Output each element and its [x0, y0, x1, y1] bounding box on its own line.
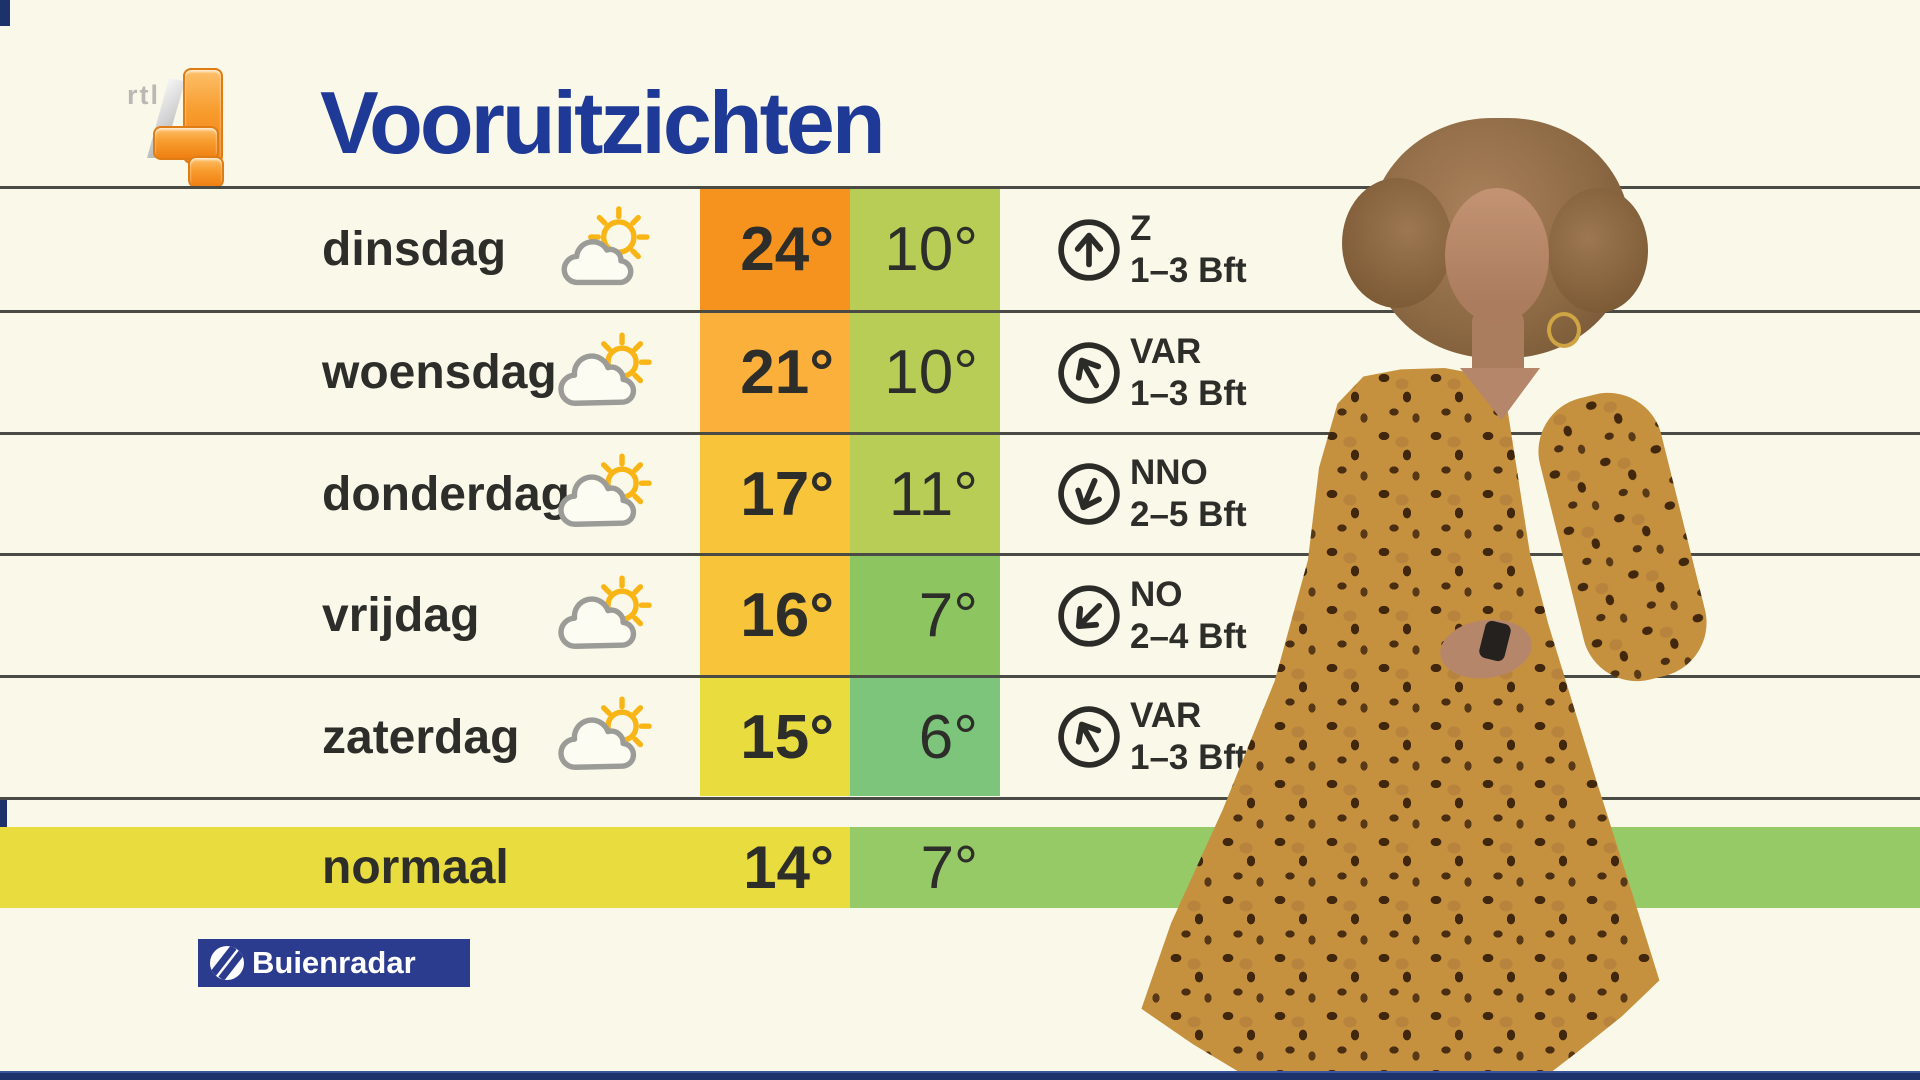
forecast-row-zaterdag: zaterdag 15° 6° VAR — [0, 678, 1920, 796]
wind-direction: Z — [1130, 208, 1152, 248]
sun-behind-cloud-icon — [548, 313, 668, 432]
sun-behind-cloud-icon — [548, 678, 668, 796]
day-label: dinsdag — [322, 223, 507, 276]
day-label: zaterdag — [322, 710, 520, 764]
wind-info: VAR 1–3 Bft — [1130, 678, 1370, 796]
presenter-face — [1445, 188, 1549, 323]
wind-force: 1–3 Bft — [1130, 373, 1247, 413]
min-temp-cell: 6° — [850, 678, 1000, 796]
presenter-dress — [1141, 368, 1660, 1080]
rtl-logo-text: rtl — [127, 80, 160, 110]
wind-direction-icon — [1056, 678, 1122, 796]
wind-direction-icon — [1056, 313, 1122, 432]
day-label: vrijdag — [322, 589, 480, 642]
presenter — [1020, 100, 1800, 1080]
min-temp-cell: 10° — [850, 189, 1000, 310]
table-line — [0, 186, 1920, 189]
wind-info: NNO 2–5 Bft — [1130, 435, 1370, 553]
table-line — [0, 553, 1920, 556]
rtl4-foot — [188, 156, 224, 188]
rtl4-logo: rtl — [125, 60, 240, 188]
day-label: woensdag — [322, 346, 557, 399]
max-temp-cell: 17° — [700, 435, 850, 553]
wind-direction: VAR — [1130, 696, 1202, 735]
forecast-row-vrijdag: vrijdag 16° 7° NO — [0, 556, 1920, 675]
wind-info: VAR 1–3 Bft — [1130, 313, 1370, 432]
buienradar-logo: Buienradar — [198, 939, 470, 987]
buienradar-logo-text: Buienradar — [252, 945, 416, 980]
normal-max-temp: 14° — [743, 834, 834, 901]
sun-behind-small-cloud-icon — [548, 189, 668, 310]
forecast-row-woensdag: woensdag 21° 10° VAR — [0, 313, 1920, 432]
wind-direction-icon — [1056, 189, 1122, 310]
day-label: donderdag — [322, 467, 570, 521]
normal-min-temp: 7° — [920, 834, 978, 901]
frame-edge-bottom — [0, 1071, 1920, 1080]
normal-label: normaal — [322, 841, 509, 894]
forecast-row-donderdag: donderdag 17° 11° NNO — [0, 435, 1920, 553]
presenter-earring — [1547, 312, 1581, 348]
normal-band-yellow — [0, 827, 850, 908]
table-line — [0, 675, 1920, 678]
table-line — [0, 432, 1920, 435]
sun-behind-cloud-icon — [548, 556, 668, 675]
max-temp-cell: 24° — [700, 189, 850, 310]
wind-direction-icon — [1056, 556, 1122, 675]
presenter-right-sleeve — [1526, 381, 1719, 693]
wind-direction-icon — [1056, 435, 1122, 553]
min-temp-cell: 10° — [850, 313, 1000, 432]
wind-direction: NO — [1130, 574, 1183, 614]
wind-force: 1–3 Bft — [1130, 738, 1247, 777]
buienradar-icon — [210, 946, 244, 980]
wind-force: 2–5 Bft — [1130, 495, 1247, 534]
wind-info: Z 1–3 Bft — [1130, 189, 1370, 310]
wind-info: NO 2–4 Bft — [1130, 556, 1370, 675]
forecast-row-dinsdag: dinsdag 24° 10° — [0, 189, 1920, 310]
wind-direction: NNO — [1130, 453, 1208, 492]
table-line — [0, 797, 1920, 800]
min-temp-cell: 7° — [850, 556, 1000, 675]
page-title: Vooruitzichten — [320, 73, 886, 172]
frame-edge-top-left — [0, 0, 10, 26]
sun-behind-cloud-icon — [548, 435, 668, 553]
max-temp-cell: 15° — [700, 678, 850, 796]
max-temp-cell: 21° — [700, 313, 850, 432]
rtl4-horizontal-bar — [153, 126, 219, 160]
table-line — [0, 310, 1920, 313]
min-temp-cell: 11° — [850, 435, 1000, 553]
frame-edge-left — [0, 800, 7, 827]
wind-force: 1–3 Bft — [1130, 250, 1247, 290]
wind-direction: VAR — [1130, 331, 1202, 371]
wind-force: 2–4 Bft — [1130, 616, 1247, 656]
max-temp-cell: 16° — [700, 556, 850, 675]
